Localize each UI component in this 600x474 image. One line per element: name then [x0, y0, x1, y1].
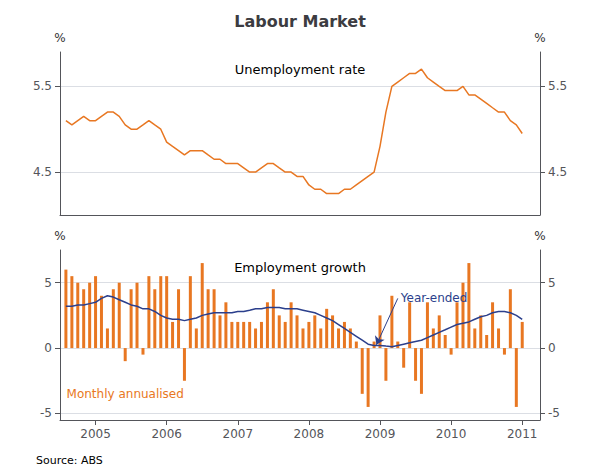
svg-text:2005: 2005: [80, 427, 111, 441]
svg-text:-5: -5: [548, 406, 560, 420]
svg-text:0: 0: [44, 341, 52, 355]
svg-text:%: %: [534, 229, 545, 243]
svg-text:Monthly annualised: Monthly annualised: [67, 387, 184, 401]
svg-text:0: 0: [548, 341, 556, 355]
svg-text:5.5: 5.5: [548, 79, 567, 93]
svg-text:5.5: 5.5: [33, 79, 52, 93]
svg-text:2008: 2008: [294, 427, 325, 441]
svg-text:4.5: 4.5: [548, 165, 567, 179]
svg-text:2011: 2011: [507, 427, 538, 441]
svg-text:Year-ended: Year-ended: [400, 291, 468, 305]
svg-text:Source: ABS: Source: ABS: [36, 454, 103, 467]
svg-text:Employment growth: Employment growth: [234, 260, 366, 275]
svg-text:Labour Market: Labour Market: [234, 12, 366, 31]
svg-text:2009: 2009: [365, 427, 396, 441]
svg-text:%: %: [54, 31, 65, 45]
svg-text:-5: -5: [40, 406, 52, 420]
svg-text:%: %: [534, 31, 545, 45]
svg-text:2007: 2007: [223, 427, 254, 441]
svg-text:Unemployment rate: Unemployment rate: [235, 62, 365, 77]
svg-text:2006: 2006: [151, 427, 182, 441]
svg-text:%: %: [54, 229, 65, 243]
svg-text:5: 5: [548, 276, 556, 290]
svg-text:5: 5: [44, 276, 52, 290]
svg-text:4.5: 4.5: [33, 165, 52, 179]
svg-text:2010: 2010: [436, 427, 467, 441]
